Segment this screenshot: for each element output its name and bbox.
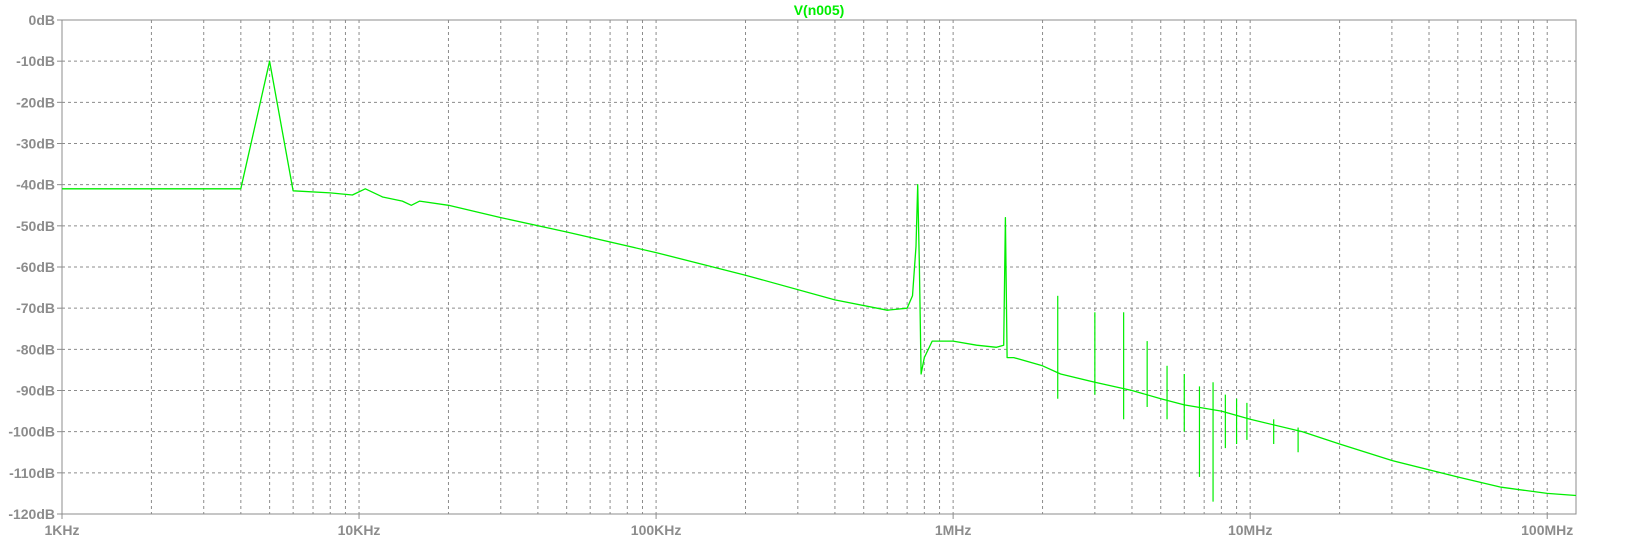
x-tick-label: 1MHz (935, 522, 972, 538)
y-tick-label: -60dB (16, 259, 55, 275)
y-tick-label: -70dB (16, 300, 55, 316)
y-tick-label: -10dB (16, 53, 55, 69)
x-tick-label: 100MHz (1521, 522, 1573, 538)
plot-area (62, 60, 1577, 502)
x-tick-label: 10KHz (338, 522, 381, 538)
y-tick-label: -30dB (16, 136, 55, 152)
grid (62, 20, 1576, 514)
y-axis: 0dB -10dB -20dB -30dB -40dB -50dB -60dB -70dB -8… (8, 12, 62, 522)
series-line (62, 60, 1577, 497)
y-tick-label: -80dB (16, 341, 55, 357)
y-tick-label: -20dB (16, 94, 55, 110)
y-tick-label: -50dB (16, 218, 55, 234)
y-tick-label: -110dB (9, 465, 55, 481)
x-tick-label: 10MHz (1228, 522, 1272, 538)
chart-title: V(n005) (794, 2, 845, 18)
y-tick-label: -40dB (16, 177, 55, 193)
y-tick-label: -90dB (16, 383, 55, 399)
y-tick-label: -100dB (8, 424, 55, 440)
y-tick-label: 0dB (29, 12, 55, 28)
x-axis: 1KHz 10KHz 100KHz 1MHz 10MHz 100MHz (44, 514, 1573, 538)
y-tick-label: -120dB (8, 506, 55, 522)
x-tick-label: 1KHz (44, 522, 79, 538)
x-tick-label: 100KHz (631, 522, 682, 538)
